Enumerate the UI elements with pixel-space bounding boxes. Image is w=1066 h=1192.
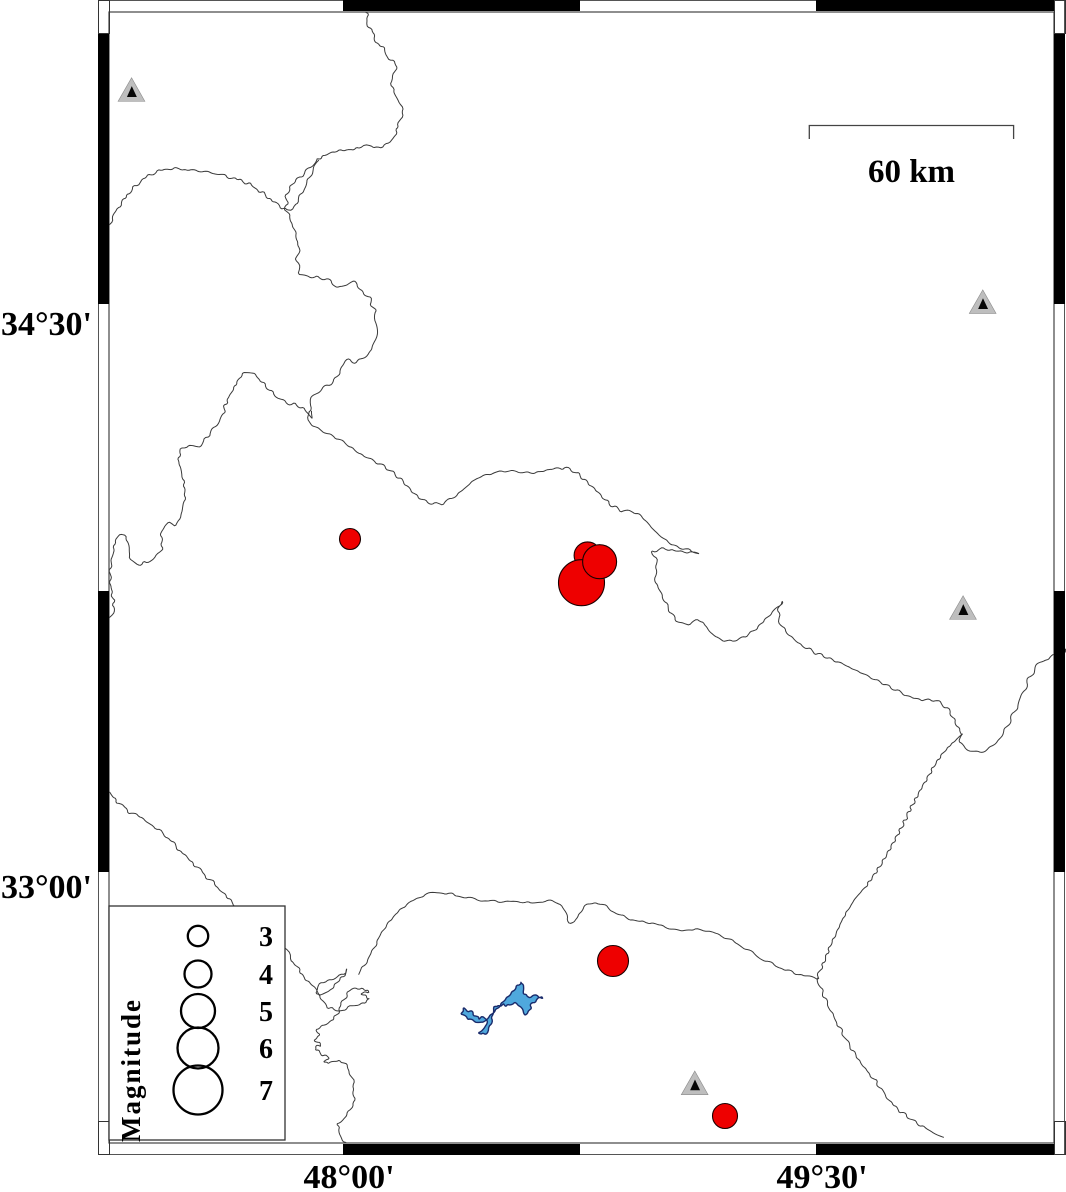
- svg-text:5: 5: [259, 997, 273, 1028]
- svg-text:7: 7: [259, 1076, 273, 1107]
- svg-text:34°30': 34°30': [1, 306, 92, 343]
- svg-text:3: 3: [259, 922, 273, 953]
- svg-text:6: 6: [259, 1034, 273, 1065]
- svg-text:33°00': 33°00': [1, 869, 92, 906]
- svg-text:Magnitude: Magnitude: [116, 998, 146, 1142]
- svg-text:48°00': 48°00': [303, 1159, 394, 1192]
- svg-text:49°30': 49°30': [776, 1159, 867, 1192]
- svg-text:4: 4: [259, 960, 273, 991]
- svg-text:60 km: 60 km: [868, 154, 955, 190]
